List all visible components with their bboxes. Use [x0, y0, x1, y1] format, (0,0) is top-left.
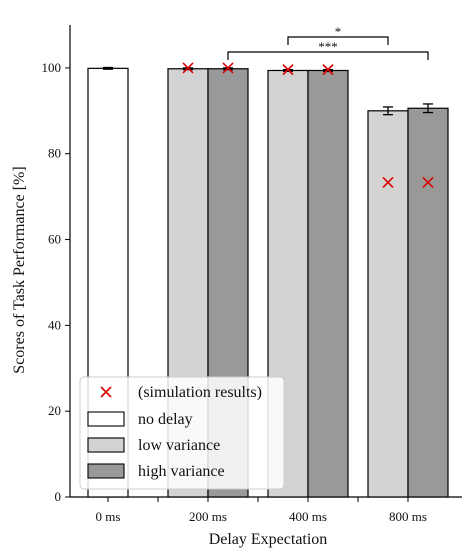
- y-tick-label: 40: [48, 317, 61, 332]
- bracket-line: [227, 51, 429, 60]
- legend-swatch: [87, 437, 125, 453]
- y-tick-label: 20: [48, 403, 61, 418]
- marker-stroke: [322, 64, 334, 76]
- x-tick-label: 200 ms: [189, 509, 227, 524]
- marker-stroke: [422, 176, 434, 189]
- legend-label: high variance: [138, 463, 225, 480]
- legend-item: (simulation results): [100, 384, 262, 401]
- legend-label: (simulation results): [138, 384, 262, 401]
- legend-label: low variance: [138, 437, 220, 454]
- legend-swatch: [87, 411, 125, 427]
- y-tick-label: 0: [55, 489, 62, 504]
- simulation-marker: [382, 176, 394, 189]
- simulation-marker: [322, 64, 334, 76]
- simulation-marker: [222, 62, 234, 74]
- y-tick-label: 60: [48, 232, 61, 247]
- y-tick-label: 100: [42, 60, 62, 75]
- bar-low-variance: [367, 110, 409, 498]
- marker-stroke: [182, 62, 194, 74]
- legend-item: high variance: [87, 463, 225, 480]
- x-tick-label: 800 ms: [389, 509, 427, 524]
- bar-high-variance: [307, 69, 349, 498]
- significance-label: ***: [318, 39, 338, 54]
- significance-label: *: [335, 24, 342, 39]
- x-tick-label: 0 ms: [96, 509, 121, 524]
- y-tick-label: 80: [48, 146, 61, 161]
- bar-high-variance: [407, 107, 449, 498]
- marker-stroke: [222, 62, 234, 74]
- simulation-marker: [282, 64, 294, 76]
- legend-marker: [100, 386, 112, 398]
- legend-swatch: [87, 463, 125, 479]
- legend-label: no delay: [138, 411, 193, 428]
- y-axis-label: Scores of Task Performance [%]: [11, 166, 28, 373]
- marker-stroke: [382, 176, 394, 189]
- marker-stroke: [282, 64, 294, 76]
- x-axis-label: Delay Expectation: [209, 531, 328, 548]
- simulation-marker: [422, 176, 434, 189]
- simulation-marker: [182, 62, 194, 74]
- significance-bracket: ***: [227, 39, 429, 60]
- legend-item: low variance: [87, 437, 220, 454]
- legend-item: no delay: [87, 411, 193, 428]
- x-tick-label: 400 ms: [289, 509, 327, 524]
- legend-box: [79, 376, 285, 490]
- bracket-line: [287, 36, 389, 45]
- significance-bracket: *: [287, 24, 389, 45]
- marker-stroke: [100, 386, 112, 398]
